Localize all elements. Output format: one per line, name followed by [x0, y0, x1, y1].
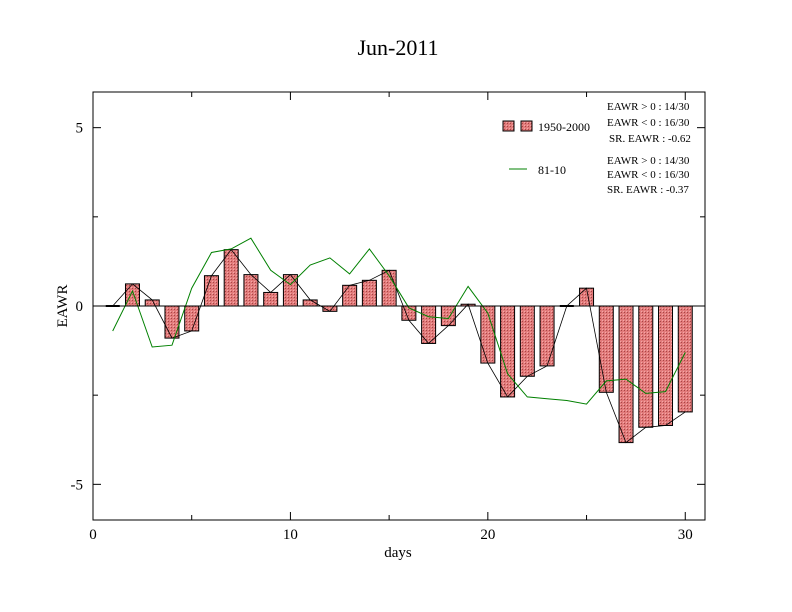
y-tick-label-1: 0: [76, 299, 84, 315]
legend-label-line: 81-10: [538, 163, 566, 177]
stat-bar-sr: SR. EAWR : -0.62: [609, 133, 691, 145]
stat-line-negative: EAWR < 0 : 16/30: [607, 169, 690, 181]
bar-day-3: [144, 299, 160, 307]
legend-swatch-bar: [502, 120, 515, 132]
bar-day-9: [263, 291, 279, 307]
legend: 1950-2000 81-10 EAWR > 0 : 14/30 EAWR < …: [502, 101, 691, 196]
bar-day-4: [164, 305, 180, 339]
y-tick-label-0: 5: [76, 121, 84, 137]
bar-day-13: [342, 284, 358, 307]
bar-day-30: [677, 305, 693, 413]
bar-day-5: [184, 305, 200, 332]
bar-day-23: [539, 305, 555, 367]
line-series: [112, 237, 686, 405]
bar-day-7: [223, 249, 239, 307]
axis-ticks: 0 10 20 30 5 0 -5: [71, 92, 705, 543]
line-81-10: [112, 237, 686, 405]
legend-swatch-bar-2: [520, 120, 533, 132]
stat-bar-positive: EAWR > 0 : 14/30: [607, 101, 690, 113]
bar-day-21: [500, 305, 516, 398]
bar-series: [105, 248, 693, 444]
bar-day-28: [638, 305, 654, 428]
bar-day-22: [519, 305, 535, 377]
x-tick-label-10: 10: [283, 527, 298, 543]
x-tick-label-0: 0: [89, 527, 97, 543]
bar-day-18: [440, 305, 456, 327]
bar-day-25: [579, 287, 595, 307]
bar-day-14: [361, 279, 377, 307]
stat-line-sr: SR. EAWR : -0.37: [607, 184, 689, 196]
stat-line-positive: EAWR > 0 : 14/30: [607, 155, 690, 167]
bar-day-2: [124, 283, 140, 307]
bar-day-26: [598, 305, 614, 393]
bar-day-6: [203, 275, 219, 307]
y-tick-label-2: -5: [71, 477, 84, 493]
stat-bar-negative: EAWR < 0 : 16/30: [607, 117, 690, 129]
legend-label-bar: 1950-2000: [538, 120, 590, 134]
x-tick-label-20: 20: [480, 527, 495, 543]
y-axis-label: EAWR: [55, 285, 71, 328]
x-axis-label: days: [384, 545, 412, 561]
chart-title: Jun-2011: [357, 35, 438, 60]
bar-day-29: [658, 305, 674, 426]
bar-day-27: [618, 305, 634, 444]
x-tick-label-30: 30: [678, 527, 693, 543]
